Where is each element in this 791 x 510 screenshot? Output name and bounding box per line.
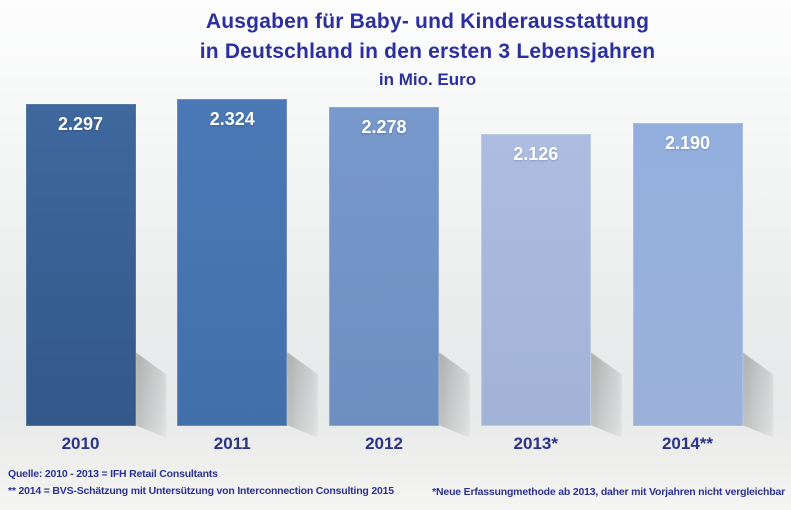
x-axis-label-2014: 2014** [661,434,714,453]
x-axis-label-2012: 2012 [365,434,403,453]
bar-value-label-2013: 2.126 [513,144,559,164]
footnote-source: Quelle: 2010 - 2013 = IFH Retail Consult… [8,468,218,480]
chart-title-line-1: Ausgaben für Baby- und Kinderausstattung [205,10,650,33]
bar-2011: 2.324 [177,99,288,426]
bar-value-label-2011: 2.324 [209,109,255,129]
chart-title: Ausgaben für Baby- und Kinderausstattung… [0,7,791,92]
bar-2012: 2.278 [329,107,439,426]
chart-subtitle: in Mio. Euro [378,70,477,89]
bar-shadow-2013 [587,350,622,438]
x-axis-label-2013: 2013* [513,434,558,453]
bar-shadow-2014 [739,350,774,438]
bar-2010: 2.297 [25,104,136,426]
chart-title-line-2: in Deutschland in den ersten 3 Lebensjah… [199,40,656,63]
bar-2014: 2.190 [632,123,743,426]
footnote-2014-estimate: ** 2014 = BVS-Schätzung mit Untersützung… [8,485,394,497]
bar-shadow-2011 [284,350,319,438]
x-axis-label-2011: 2011 [213,434,251,453]
bar-2013: 2.126 [480,134,591,426]
footnote-method-change: *Neue Erfassungmethode ab 2013, daher mi… [432,486,785,498]
bar-shadow-2012 [436,350,470,438]
bar-value-label-2012: 2.278 [361,117,407,137]
bar-value-label-2014: 2.190 [664,133,711,153]
bar-shadow-2010 [132,350,167,438]
x-axis-label-2010: 2010 [61,434,100,453]
bar-value-label-2010: 2.297 [57,114,104,134]
